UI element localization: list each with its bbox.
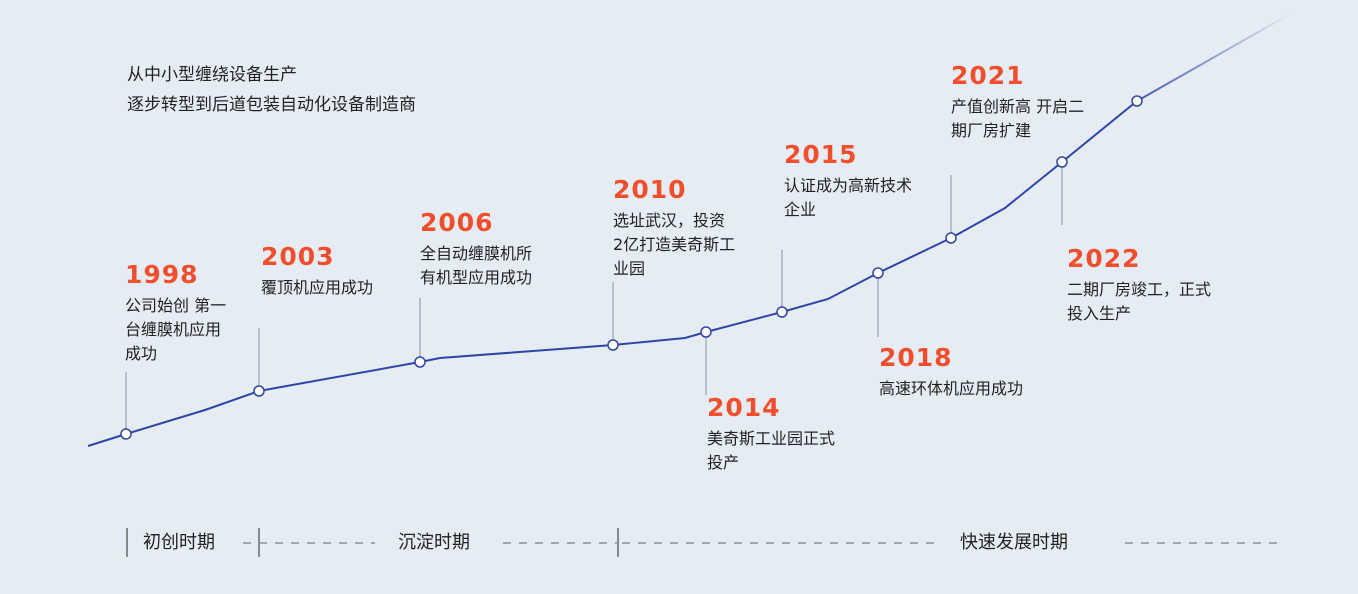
milestone-text: 选址武汉，投资: [613, 211, 726, 230]
milestone-2010: 2010 选址武汉，投资 2亿打造美奇斯工 业园: [613, 175, 735, 281]
growth-line-fade: [1136, 13, 1291, 102]
milestone-2015: 2015 认证成为高新技术 企业: [784, 140, 912, 222]
phase-accumulation: 沉淀时期: [398, 532, 470, 553]
milestone-2006: 2006 全自动缠膜机所 有机型应用成功: [420, 208, 532, 290]
milestone-text: 投产: [707, 453, 740, 472]
milestone-text: 美奇斯工业园正式: [707, 429, 836, 448]
milestone-marker: [120, 428, 132, 440]
milestone-marker: [776, 306, 788, 318]
milestone-text: 公司始创 第一: [125, 296, 227, 315]
milestone-text: 高速环体机应用成功: [879, 379, 1024, 398]
milestone-text: 二期厂房竣工，正式: [1067, 280, 1212, 299]
phase-axis: [126, 528, 1280, 557]
milestone-2022: 2022 二期厂房竣工，正式 投入生产: [1067, 244, 1211, 326]
intro-line-1: 从中小型缠绕设备生产: [127, 65, 297, 85]
milestone-text: 2亿打造美奇斯工: [613, 235, 736, 254]
milestone-text: 成功: [125, 344, 158, 363]
milestone-marker: [253, 385, 265, 397]
milestone-text: 期厂房扩建: [951, 121, 1032, 140]
milestone-text: 有机型应用成功: [420, 268, 533, 287]
milestone-2003: 2003 覆顶机应用成功: [261, 242, 373, 300]
milestone-year: 2003: [261, 242, 335, 271]
growth-line: [87, 100, 1138, 447]
milestone-text: 认证成为高新技术: [784, 176, 913, 195]
phase-rapid-growth: 快速发展时期: [960, 532, 1068, 553]
milestone-marker: [872, 267, 884, 279]
milestone-2021: 2021 产值创新高 开启二 期厂房扩建: [951, 61, 1084, 143]
milestone-text: 全自动缠膜机所: [420, 244, 533, 263]
milestone-marker: [700, 326, 712, 338]
milestone-year: 2010: [613, 175, 687, 204]
intro-line-2: 逐步转型到后道包装自动化设备制造商: [127, 95, 416, 115]
milestone-1998: 1998 公司始创 第一 台缠膜机应用 成功: [125, 260, 226, 366]
milestone-text: 投入生产: [1067, 304, 1132, 323]
milestone-year: 2014: [707, 393, 781, 422]
milestone-marker: [1131, 95, 1143, 107]
intro-text: 从中小型缠绕设备生产 逐步转型到后道包装自动化设备制造商: [127, 60, 416, 120]
milestone-year: 1998: [125, 260, 199, 289]
milestone-year: 2022: [1067, 244, 1141, 273]
milestone-marker: [1056, 156, 1068, 168]
milestone-text: 业园: [613, 259, 646, 278]
milestone-text: 台缠膜机应用: [125, 320, 222, 339]
milestone-2014: 2014 美奇斯工业园正式 投产: [707, 393, 835, 475]
milestone-year: 2018: [879, 343, 953, 372]
milestone-2018: 2018 高速环体机应用成功: [879, 343, 1023, 401]
milestone-text: 企业: [784, 200, 817, 219]
milestone-marker: [945, 232, 957, 244]
milestone-marker: [414, 356, 426, 368]
milestone-year: 2006: [420, 208, 494, 237]
milestone-year: 2021: [951, 61, 1025, 90]
milestone-year: 2015: [784, 140, 858, 169]
milestone-marker: [607, 339, 619, 351]
milestone-text: 产值创新高 开启二: [951, 97, 1085, 116]
phase-startup: 初创时期: [143, 532, 215, 553]
milestone-text: 覆顶机应用成功: [261, 278, 374, 297]
